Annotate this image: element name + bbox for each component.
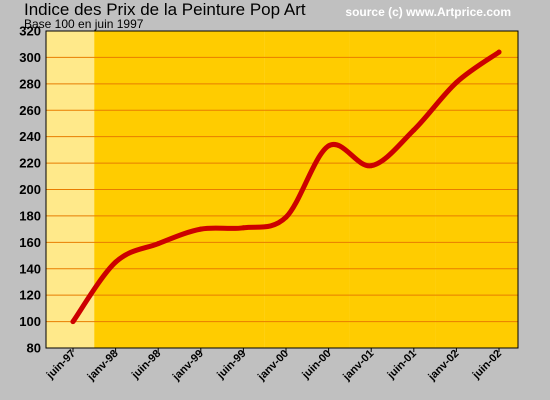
- y-tick-label-320: 320: [19, 24, 41, 39]
- series-layer: [70, 49, 502, 325]
- series-line-0: [70, 49, 502, 325]
- gridlines: [45, 30, 519, 349]
- plot-border: [45, 30, 519, 349]
- x-tick-label-0: juin-97: [44, 348, 78, 382]
- x-tick-label-2: juin-98: [129, 348, 163, 382]
- data-point-6: [326, 143, 332, 149]
- data-point-8: [411, 127, 417, 133]
- x-tick-label-8: juin-01: [385, 348, 419, 382]
- data-point-7: [368, 163, 374, 169]
- x-tick-label-3: janv-99: [170, 348, 206, 384]
- chart-source: source (c) www.Artprice.com: [345, 5, 511, 19]
- data-point-4: [240, 225, 246, 231]
- y-tick-label-260: 260: [19, 103, 41, 118]
- y-tick-label-180: 180: [19, 208, 41, 223]
- y-axis-ticks: 80 100 120 140 160 180 200 220 240 260 280 300 320: [19, 24, 41, 356]
- y-tick-label-120: 120: [19, 288, 41, 303]
- x-axis-ticks: juin-97 janv-98 juin-98 janv-99 juin-99 janv-…: [44, 348, 504, 384]
- chart-subtitle: Base 100 en juin 1997: [24, 17, 144, 31]
- y-tick-label-280: 280: [19, 76, 41, 91]
- x-tick-label-4: juin-99: [214, 348, 248, 382]
- y-tick-label-200: 200: [19, 182, 41, 197]
- data-point-2: [155, 241, 161, 247]
- data-point-0: [70, 319, 76, 325]
- data-point-3: [198, 226, 204, 232]
- x-tick-label-1: janv-98: [85, 348, 121, 384]
- data-point-10: [496, 49, 502, 55]
- y-tick-label-80: 80: [27, 341, 41, 356]
- x-tick-label-7: janv-01: [340, 348, 376, 384]
- x-tick-label-9: janv-02: [426, 348, 462, 384]
- y-tick-label-140: 140: [19, 261, 41, 276]
- x-tick-label-10: juin-02: [470, 348, 504, 382]
- y-tick-label-300: 300: [19, 50, 41, 65]
- y-tick-label-160: 160: [19, 235, 41, 250]
- chart-title: Indice des Prix de la Peinture Pop Art: [24, 0, 306, 19]
- x-tick-label-6: juin-00: [299, 348, 333, 382]
- data-point-1: [113, 259, 119, 265]
- x-tick-label-5: janv-00: [255, 348, 291, 384]
- data-point-9: [453, 80, 459, 86]
- data-point-5: [283, 214, 289, 220]
- y-tick-label-240: 240: [19, 129, 41, 144]
- y-tick-label-100: 100: [19, 314, 41, 329]
- y-tick-label-220: 220: [19, 156, 41, 171]
